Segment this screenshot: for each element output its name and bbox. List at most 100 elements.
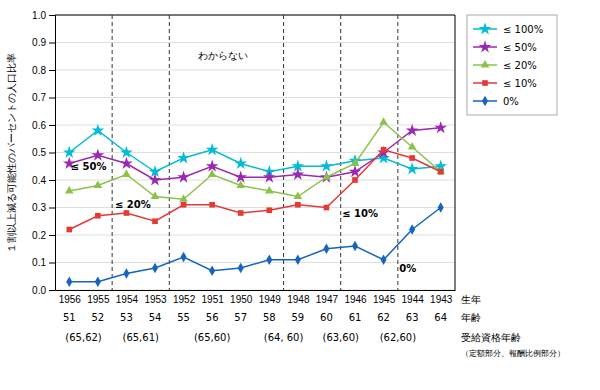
y-tick: 0.1 bbox=[32, 257, 55, 268]
point bbox=[295, 254, 301, 265]
grid-line bbox=[55, 262, 455, 263]
x-tick-label: 1946 bbox=[344, 294, 367, 305]
eligibility-label: (62,60) bbox=[380, 332, 417, 343]
point bbox=[408, 142, 417, 149]
x-tick-label: 1955 bbox=[87, 294, 110, 305]
point bbox=[379, 117, 388, 124]
point bbox=[209, 202, 215, 208]
point bbox=[149, 173, 162, 185]
x-axis: 1956195519541953195219511950194919481947… bbox=[56, 290, 456, 305]
x-tick: 1948 bbox=[287, 290, 310, 305]
x-tick-label: 1951 bbox=[202, 294, 225, 305]
y-tick-label: 0.2 bbox=[32, 230, 46, 241]
frame bbox=[55, 15, 455, 16]
eligibility-label: (65,62) bbox=[65, 332, 102, 343]
y-tick: 0.6 bbox=[32, 120, 55, 131]
y-tick-label: 0.0 bbox=[32, 285, 46, 296]
x-tick: 1947 bbox=[316, 290, 339, 305]
point bbox=[352, 177, 358, 183]
point bbox=[323, 243, 329, 254]
y-tick-label: 0.8 bbox=[32, 65, 46, 76]
point bbox=[351, 159, 360, 166]
x-label-rows: 5152535455565758596061626364(65,62)(65,6… bbox=[63, 294, 565, 358]
x-tick-label: 1954 bbox=[116, 294, 139, 305]
x-tick-label: 1949 bbox=[259, 294, 282, 305]
x-tick-label: 1948 bbox=[287, 294, 310, 305]
y-tick: 0.8 bbox=[32, 65, 55, 76]
point bbox=[295, 202, 301, 208]
point bbox=[120, 146, 133, 158]
x-tick: 1951 bbox=[202, 290, 225, 305]
y-tick-label: 0.7 bbox=[32, 92, 46, 103]
grid-line bbox=[55, 42, 455, 43]
series-line bbox=[69, 131, 440, 172]
y-tick: 0.3 bbox=[32, 202, 55, 213]
y-tick-label: 0.5 bbox=[32, 147, 46, 158]
divider-line bbox=[169, 15, 170, 290]
x-tick: 1952 bbox=[173, 290, 196, 305]
legend-label: ≤ 50% bbox=[503, 42, 537, 53]
point bbox=[95, 276, 101, 287]
legend-marker bbox=[482, 80, 488, 86]
point bbox=[152, 218, 158, 224]
y-tick-mark bbox=[49, 290, 55, 291]
point bbox=[294, 192, 303, 199]
eligibility-label: (65,60) bbox=[194, 332, 231, 343]
point bbox=[263, 171, 276, 183]
point bbox=[324, 205, 330, 211]
series-line bbox=[69, 128, 440, 180]
point bbox=[406, 124, 419, 136]
point bbox=[181, 202, 187, 208]
age-label: 60 bbox=[320, 312, 333, 323]
age-label: 63 bbox=[406, 312, 419, 323]
point bbox=[65, 186, 74, 193]
grid-line bbox=[55, 125, 455, 126]
x-tick: 1943 bbox=[430, 290, 453, 305]
point bbox=[377, 146, 390, 158]
x-tick: 1944 bbox=[402, 290, 425, 305]
eligibility-label: (63,60) bbox=[322, 332, 359, 343]
y-tick-label: 0.3 bbox=[32, 202, 46, 213]
x-tick-label: 1947 bbox=[316, 294, 339, 305]
row-name: 生年 bbox=[461, 294, 481, 305]
age-label: 54 bbox=[149, 312, 162, 323]
y-tick-label: 0.6 bbox=[32, 120, 46, 131]
legend-item: ≤ 50% bbox=[473, 40, 537, 52]
point bbox=[265, 186, 274, 193]
point bbox=[66, 276, 72, 287]
divider-line bbox=[340, 15, 341, 290]
point bbox=[320, 160, 333, 172]
age-label: 59 bbox=[291, 312, 304, 323]
point bbox=[177, 151, 190, 163]
y-tick-mark bbox=[49, 180, 55, 181]
y-tick-label: 0.4 bbox=[32, 175, 46, 186]
x-tick: 1945 bbox=[373, 290, 396, 305]
legend-marker bbox=[479, 40, 492, 52]
y-tick-label: 0.9 bbox=[32, 37, 46, 48]
grid-line bbox=[55, 290, 455, 291]
age-label: 62 bbox=[377, 312, 390, 323]
age-label: 52 bbox=[91, 312, 104, 323]
legend-label: ≤ 20% bbox=[503, 60, 537, 71]
point bbox=[151, 192, 160, 199]
point bbox=[177, 171, 190, 183]
x-tick: 1949 bbox=[259, 290, 282, 305]
x-tick: 1954 bbox=[116, 290, 139, 305]
y-tick-mark bbox=[49, 70, 55, 71]
annotation: ≤ 50% bbox=[71, 161, 107, 172]
annotation: ≤ 10% bbox=[342, 208, 378, 219]
age-label: 57 bbox=[234, 312, 247, 323]
y-tick-label: 0.1 bbox=[32, 257, 46, 268]
point bbox=[409, 155, 415, 161]
grid-line bbox=[55, 15, 455, 16]
divider-line bbox=[283, 15, 284, 290]
x-tick-label: 1945 bbox=[373, 294, 396, 305]
divider-line bbox=[112, 15, 113, 290]
y-tick: 0.5 bbox=[32, 147, 55, 158]
point bbox=[238, 263, 244, 274]
divider-line bbox=[397, 15, 398, 290]
point bbox=[92, 124, 105, 136]
series-line bbox=[69, 208, 440, 282]
eligibility-label: (64, 60) bbox=[264, 332, 304, 343]
annotation: ≤ 20% bbox=[115, 199, 151, 210]
